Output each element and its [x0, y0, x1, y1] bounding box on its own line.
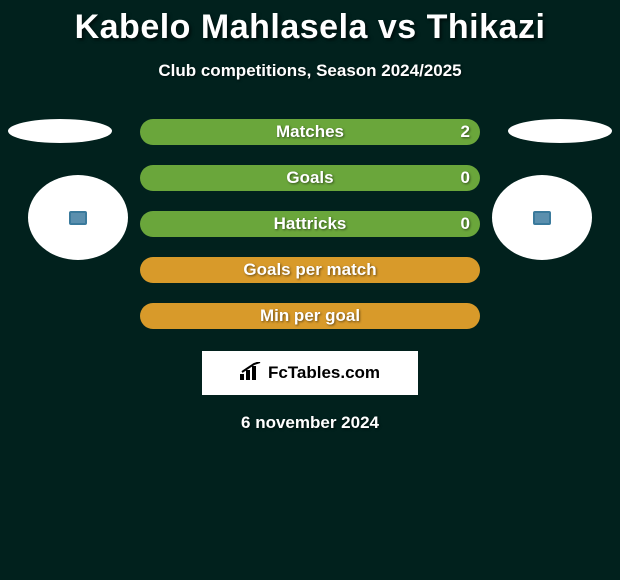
brand-badge: FcTables.com — [202, 351, 418, 395]
stat-bar: Hattricks 0 — [140, 211, 480, 237]
stat-label: Matches — [276, 122, 344, 142]
stat-bar: Goals per match — [140, 257, 480, 283]
page-subtitle: Club competitions, Season 2024/2025 — [0, 61, 620, 81]
stat-label: Goals — [286, 168, 333, 188]
brand-text: FcTables.com — [268, 363, 380, 383]
football-icon — [508, 119, 612, 143]
stat-label: Hattricks — [274, 214, 347, 234]
stat-label: Min per goal — [260, 306, 360, 326]
stat-bar: Matches 2 — [140, 119, 480, 145]
player-left-side — [8, 119, 128, 260]
player-right-side — [508, 119, 612, 260]
stat-bar: Goals 0 — [140, 165, 480, 191]
stat-bars: Matches 2 Goals 0 Hattricks 0 Goals per … — [140, 119, 480, 329]
badge-placeholder-icon — [533, 211, 551, 225]
brand-chart-icon — [240, 362, 262, 385]
badge-placeholder-icon — [69, 211, 87, 225]
generation-date: 6 november 2024 — [0, 413, 620, 433]
stat-bar: Min per goal — [140, 303, 480, 329]
comparison-content: Matches 2 Goals 0 Hattricks 0 Goals per … — [0, 119, 620, 433]
page-title: Kabelo Mahlasela vs Thikazi — [0, 0, 620, 47]
stat-right-value: 0 — [461, 214, 470, 234]
stat-right-value: 2 — [461, 122, 470, 142]
stat-right-value: 0 — [461, 168, 470, 188]
club-badge-right — [492, 175, 592, 260]
stat-label: Goals per match — [243, 260, 376, 280]
football-icon — [8, 119, 112, 143]
club-badge-left — [28, 175, 128, 260]
